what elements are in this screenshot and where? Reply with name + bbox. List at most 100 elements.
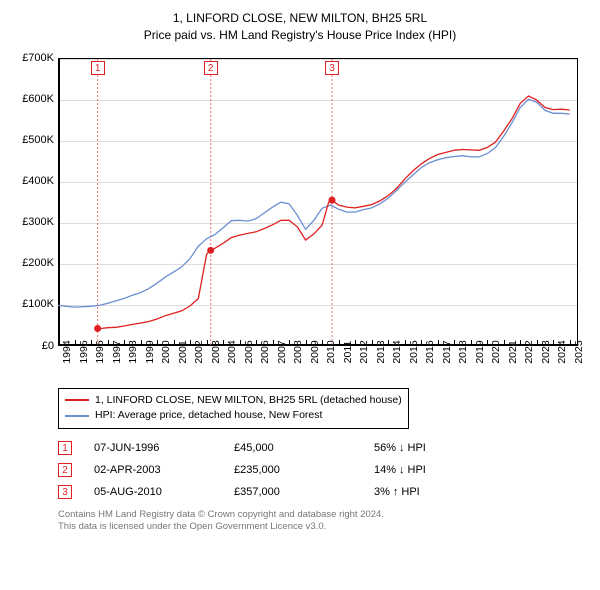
event-marker-3: 3 [325,61,339,75]
x-tick [141,340,142,344]
legend-label-price: 1, LINFORD CLOSE, NEW MILTON, BH25 5RL (… [95,393,402,409]
x-tick-label: 2020 [490,340,502,363]
y-tick-label: £600K [22,93,54,105]
x-tick [504,340,505,344]
x-tick-label: 2002 [193,340,205,363]
x-tick [372,340,373,344]
x-tick-label: 2010 [325,340,337,363]
x-tick [289,340,290,344]
x-tick-label: 1999 [144,340,156,363]
event-row-marker: 1 [58,441,72,455]
x-tick [438,340,439,344]
x-tick [58,340,59,344]
series-price_paid [98,96,570,329]
footer-line-1: Contains HM Land Registry data © Crown c… [58,509,588,521]
x-tick-label: 2017 [441,340,453,363]
event-date: 02-APR-2003 [94,464,234,476]
footer: Contains HM Land Registry data © Crown c… [58,509,588,534]
footer-line-2: This data is licensed under the Open Gov… [58,521,588,533]
x-tick [190,340,191,344]
title-line-2: Price paid vs. HM Land Registry's House … [12,27,588,44]
event-marker-2: 2 [204,61,218,75]
x-tick [537,340,538,344]
y-tick-label: £400K [22,175,54,187]
x-tick [355,340,356,344]
x-tick [174,340,175,344]
event-row-3: 3 05-AUG-2010£357,0003%↑HPI [58,481,588,503]
event-dot [207,246,214,253]
arrow-icon: ↑ [393,486,399,498]
x-tick [256,340,257,344]
y-tick-label: £0 [42,340,54,352]
x-tick-label: 1998 [127,340,139,363]
x-tick [124,340,125,344]
x-tick-label: 2005 [243,340,255,363]
x-tick-label: 2023 [540,340,552,363]
x-tick [487,340,488,344]
event-price: £357,000 [234,486,374,498]
event-row-marker: 3 [58,485,72,499]
x-tick [553,340,554,344]
x-tick [273,340,274,344]
x-tick-label: 2018 [457,340,469,363]
x-tick [207,340,208,344]
x-tick [454,340,455,344]
arrow-icon: ↓ [399,464,405,476]
event-row-1: 107-JUN-1996£45,00056%↓HPI [58,437,588,459]
event-dot [329,196,336,203]
event-pct: 3%↑HPI [374,486,420,498]
x-tick [471,340,472,344]
x-tick [570,340,571,344]
x-tick-label: 2007 [276,340,288,363]
x-tick [157,340,158,344]
x-tick-label: 1996 [94,340,106,363]
legend-row-price: 1, LINFORD CLOSE, NEW MILTON, BH25 5RL (… [65,393,402,409]
event-row-marker: 2 [58,463,72,477]
arrow-icon: ↓ [399,442,405,454]
event-date: 05-AUG-2010 [94,486,234,498]
chart-container: 1, LINFORD CLOSE, NEW MILTON, BH25 5RL P… [0,0,600,590]
event-price: £45,000 [234,442,374,454]
event-pct: 56%↓HPI [374,442,426,454]
x-tick-label: 2014 [391,340,403,363]
legend-row-hpi: HPI: Average price, detached house, New … [65,408,402,424]
y-tick-label: £300K [22,216,54,228]
x-tick-label: 2003 [210,340,222,363]
x-tick [388,340,389,344]
plot-svg [58,59,578,347]
plot-area: 1 2 3 [58,58,578,346]
x-tick-label: 1995 [78,340,90,363]
x-tick-label: 2025 [573,340,585,363]
series-hpi [58,99,570,307]
events-table: 107-JUN-1996£45,00056%↓HPI 2 02-APR-2003£2… [58,437,588,503]
x-tick-label: 2011 [342,340,354,363]
x-tick [240,340,241,344]
event-pct: 14%↓HPI [374,464,426,476]
x-tick [108,340,109,344]
x-tick-label: 2009 [309,340,321,363]
x-tick [520,340,521,344]
event-price: £235,000 [234,464,374,476]
x-tick-label: 2013 [375,340,387,363]
x-tick-label: 2004 [226,340,238,363]
x-tick-label: 2000 [160,340,172,363]
x-tick [322,340,323,344]
event-row-2: 2 02-APR-2003£235,00014%↓HPI [58,459,588,481]
event-marker-1: 1 [91,61,105,75]
y-tick-label: £700K [22,52,54,64]
x-tick [75,340,76,344]
y-tick-label: £200K [22,257,54,269]
x-tick [405,340,406,344]
x-tick-label: 2006 [259,340,271,363]
x-tick-label: 2022 [523,340,535,363]
x-tick-label: 2001 [177,340,189,363]
title-line-1: 1, LINFORD CLOSE, NEW MILTON, BH25 5RL [12,10,588,27]
y-tick-label: £500K [22,134,54,146]
title-block: 1, LINFORD CLOSE, NEW MILTON, BH25 5RL P… [12,10,588,44]
legend-swatch-hpi [65,415,89,417]
x-tick-label: 2008 [292,340,304,363]
x-tick-label: 2016 [424,340,436,363]
x-tick-label: 2019 [474,340,486,363]
chart: £0 £100K £200K £300K £400K £500K £600K £700K 1 2… [12,52,588,382]
y-tick-label: £100K [22,298,54,310]
